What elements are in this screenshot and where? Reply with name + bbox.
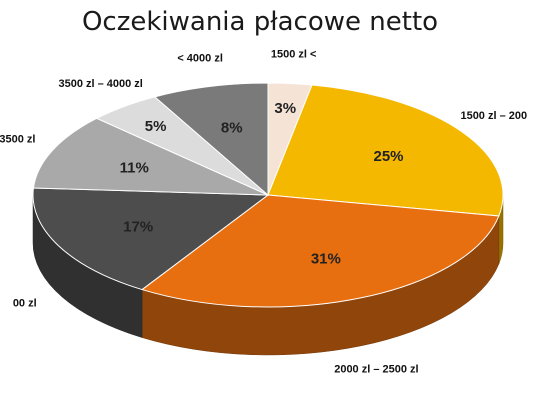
pie-slice-1 — [267, 84, 504, 217]
slice-category-label: 2000 zl – 2500 zl — [334, 364, 418, 376]
slice-percent-label: 25% — [373, 148, 403, 165]
slice-category-label: 1500 zl – 200 — [460, 110, 527, 122]
slice-category-label: 00 zl — [13, 298, 37, 310]
slice-percent-label: 17% — [123, 219, 153, 236]
slice-percent-labels: 3% 25% 31% 17% 11% 5% 8% — [120, 100, 404, 268]
pie-slice-3 — [32, 187, 270, 291]
slice-percent-label: 5% — [145, 118, 167, 135]
chart-title: Oczekiwania płacowe netto — [82, 7, 438, 37]
slice-category-labels: 1500 zl < 1500 zl – 200 2000 zl – 2500 zl 0… — [0, 49, 527, 376]
slice-percent-label: 31% — [311, 251, 341, 268]
slice-category-label: 3500 zl – 4000 zl — [58, 78, 142, 90]
slice-percent-label: 8% — [221, 120, 243, 137]
pie-slice-6 — [153, 82, 269, 197]
slice-percent-label: 3% — [274, 100, 296, 117]
slice-category-label: 3500 zl — [0, 134, 35, 146]
slice-category-label: 1500 zl < — [271, 49, 317, 61]
slice-category-label: < 4000 zl — [177, 52, 223, 64]
slice-percent-label: 11% — [120, 159, 149, 176]
pie-slices — [32, 82, 504, 308]
pie-slice-4 — [32, 117, 269, 196]
